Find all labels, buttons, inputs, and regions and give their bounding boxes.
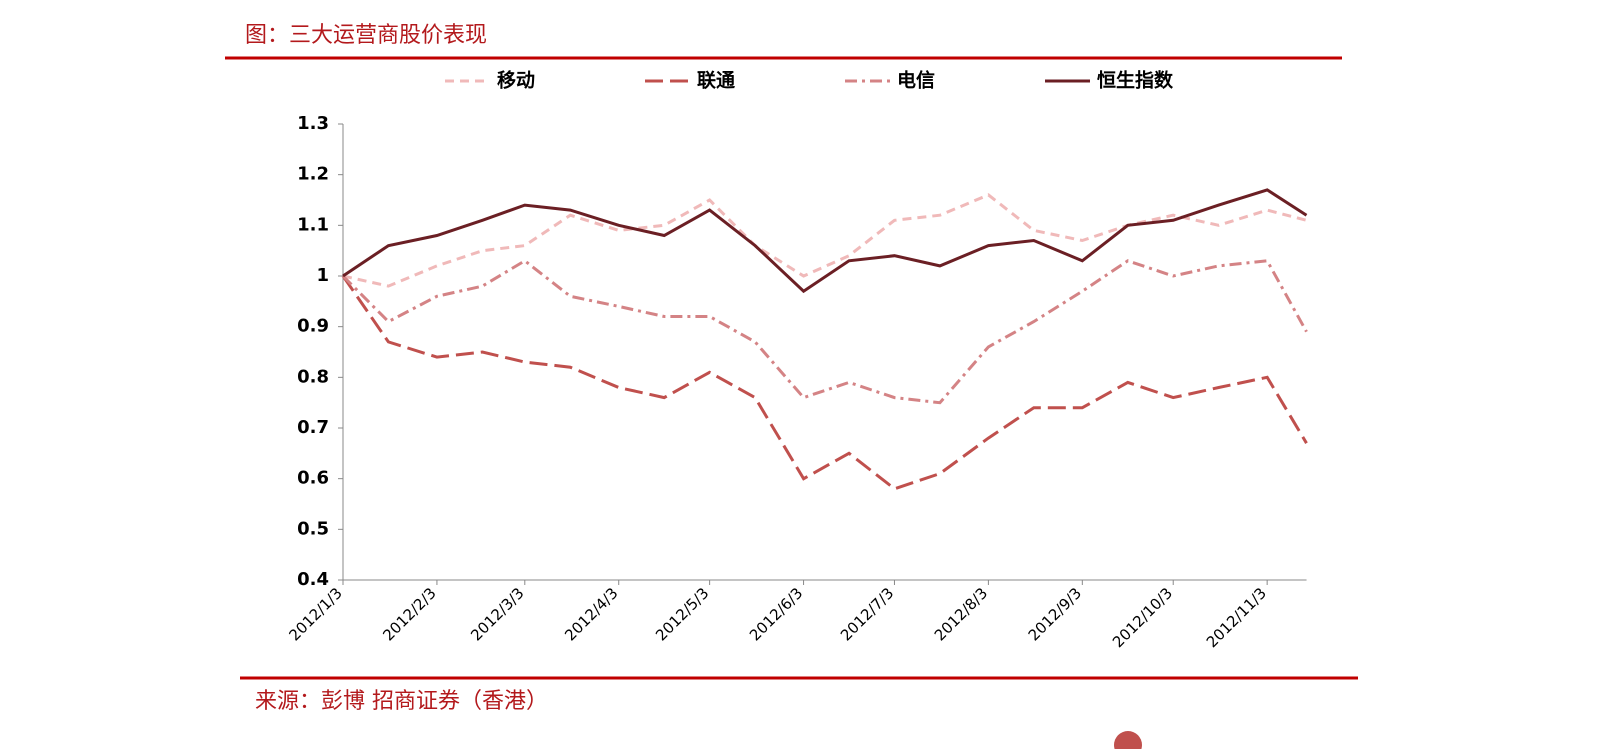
source: 来源：彭博 招商证券（香港） [255,689,548,714]
x-tick-label: 2012/5/3 [652,584,712,644]
y-tick-label: 1 [316,265,329,286]
y-tick-label: 1.3 [297,113,329,134]
x-tick-label: 2012/3/3 [467,584,527,644]
series-line [342,188,1308,294]
x-tick-label: 2012/11/3 [1203,584,1270,651]
logo [1114,731,1142,749]
series-line [342,193,1307,288]
y-tick-label: 0.6 [297,468,329,489]
y-tick-label: 0.7 [297,417,329,438]
legend-label: 电信 [897,69,935,92]
y-tick-label: 0.5 [297,518,329,539]
y-tick-label: 0.4 [297,569,329,590]
x-tick-label: 2012/1/3 [285,584,345,644]
y-tick-label: 1.2 [297,164,329,185]
chart-title: 图：三大运营商股价表现 [245,23,487,48]
legend-label: 移动 [497,69,535,92]
x-tick-label: 2012/2/3 [379,584,439,644]
legend-label: 联通 [697,70,736,92]
x-tick-label: 2012/10/3 [1109,584,1176,651]
x-tick-label: 2012/7/3 [837,584,897,644]
x-tick-label: 2012/9/3 [1025,584,1085,644]
series-line [341,275,1308,491]
x-tick-label: 2012/6/3 [746,584,806,644]
y-tick-label: 0.8 [297,366,329,387]
y-tick-label: 0.9 [297,316,329,337]
x-tick-label: 2012/8/3 [931,584,991,644]
x-tick-label: 2012/4/3 [561,584,621,644]
legend-label: 恒生指数 [1097,69,1174,92]
y-tick-label: 1.1 [297,214,329,235]
series-line [341,258,1308,405]
